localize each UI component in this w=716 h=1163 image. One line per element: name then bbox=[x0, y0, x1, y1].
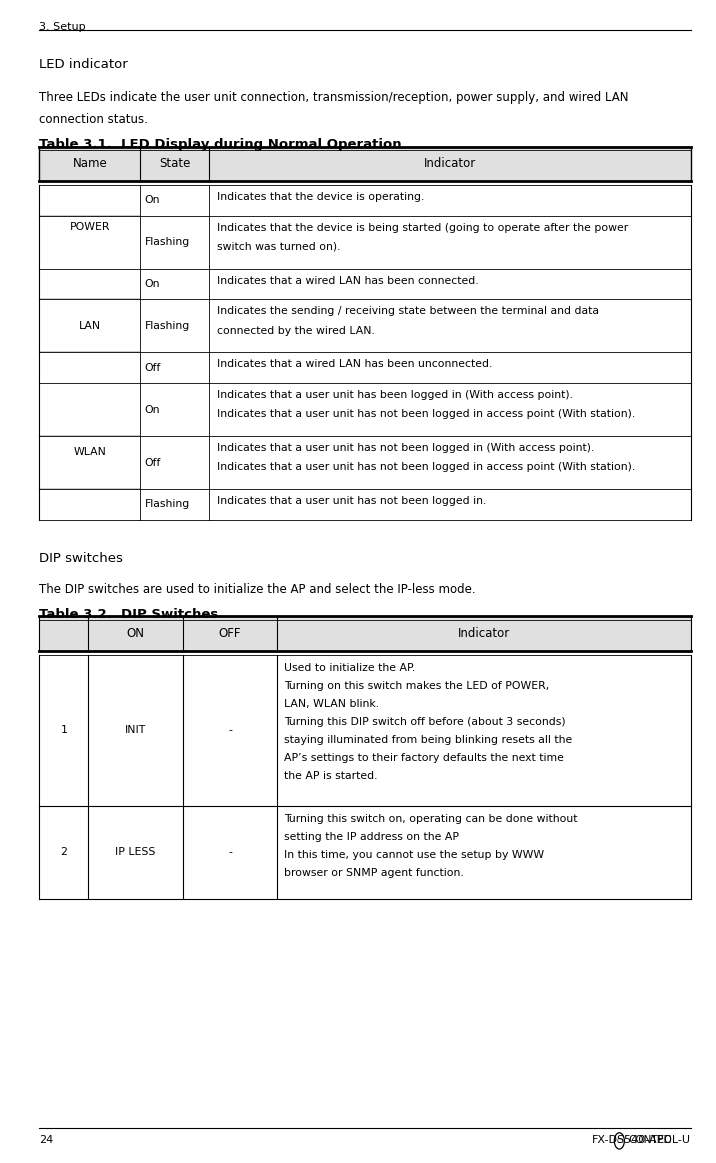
Text: the AP is started.: the AP is started. bbox=[284, 771, 378, 782]
Text: Indicates that a user unit has not been logged in access point (With station).: Indicates that a user unit has not been … bbox=[218, 409, 636, 420]
Text: WLAN: WLAN bbox=[74, 447, 106, 457]
Text: LED indicator: LED indicator bbox=[39, 58, 128, 71]
Text: Indicates the sending / receiving state between the terminal and data: Indicates the sending / receiving state … bbox=[218, 307, 599, 316]
Text: POWER: POWER bbox=[69, 222, 110, 231]
Text: browser or SNMP agent function.: browser or SNMP agent function. bbox=[284, 868, 464, 878]
Text: Indicates that a wired LAN has been unconnected.: Indicates that a wired LAN has been unco… bbox=[218, 359, 493, 370]
Text: Indicates that the device is being started (going to operate after the power: Indicates that the device is being start… bbox=[218, 223, 629, 233]
Text: Turning this DIP switch off before (about 3 seconds): Turning this DIP switch off before (abou… bbox=[284, 716, 566, 727]
Text: Three LEDs indicate the user unit connection, transmission/reception, power supp: Three LEDs indicate the user unit connec… bbox=[39, 91, 629, 104]
Text: INIT: INIT bbox=[125, 726, 146, 735]
Text: DIP switches: DIP switches bbox=[39, 552, 123, 565]
Text: The DIP switches are used to initialize the AP and select the IP-less mode.: The DIP switches are used to initialize … bbox=[39, 583, 476, 595]
Text: CONTEC: CONTEC bbox=[628, 1135, 672, 1144]
Text: Off: Off bbox=[145, 457, 161, 468]
Text: In this time, you cannot use the setup by WWW: In this time, you cannot use the setup b… bbox=[284, 850, 544, 861]
Text: Indicates that a user unit has not been logged in (With access point).: Indicates that a user unit has not been … bbox=[218, 443, 595, 454]
Text: Flashing: Flashing bbox=[145, 237, 190, 248]
Text: IP LESS: IP LESS bbox=[115, 848, 155, 857]
Text: connected by the wired LAN.: connected by the wired LAN. bbox=[218, 326, 375, 336]
Bar bbox=[39, 616, 691, 651]
Text: On: On bbox=[145, 195, 160, 206]
Text: ON: ON bbox=[127, 627, 145, 641]
Text: 2: 2 bbox=[60, 848, 67, 857]
Text: Name: Name bbox=[72, 157, 107, 171]
Text: -: - bbox=[228, 848, 232, 857]
Text: C: C bbox=[617, 1137, 621, 1144]
Text: Turning on this switch makes the LED of POWER,: Turning on this switch makes the LED of … bbox=[284, 682, 550, 691]
Text: Used to initialize the AP.: Used to initialize the AP. bbox=[284, 663, 415, 673]
Text: LAN, WLAN blink.: LAN, WLAN blink. bbox=[284, 699, 379, 709]
Text: -: - bbox=[228, 726, 232, 735]
Text: Table 3.1.  LED Display during Normal Operation: Table 3.1. LED Display during Normal Ope… bbox=[39, 138, 402, 151]
Text: switch was turned on).: switch was turned on). bbox=[218, 242, 341, 252]
Text: Indicator: Indicator bbox=[458, 627, 511, 641]
Text: Indicates that a user unit has not been logged in.: Indicates that a user unit has not been … bbox=[218, 495, 487, 506]
Text: staying illuminated from being blinking resets all the: staying illuminated from being blinking … bbox=[284, 735, 573, 745]
Text: LAN: LAN bbox=[79, 321, 101, 331]
Text: 1: 1 bbox=[60, 726, 67, 735]
Text: Indicates that a user unit has not been logged in access point (With station).: Indicates that a user unit has not been … bbox=[218, 462, 636, 472]
Text: Turning this switch on, operating can be done without: Turning this switch on, operating can be… bbox=[284, 814, 578, 825]
Bar bbox=[39, 147, 691, 181]
Text: On: On bbox=[145, 279, 160, 290]
Text: Indicator: Indicator bbox=[424, 157, 476, 171]
Text: Flashing: Flashing bbox=[145, 499, 190, 509]
Text: AP’s settings to their factory defaults the next time: AP’s settings to their factory defaults … bbox=[284, 754, 564, 763]
Text: Off: Off bbox=[145, 363, 161, 373]
Text: Flashing: Flashing bbox=[145, 321, 190, 331]
Text: Indicates that a wired LAN has been connected.: Indicates that a wired LAN has been conn… bbox=[218, 276, 479, 286]
Text: Indicates that a user unit has been logged in (With access point).: Indicates that a user unit has been logg… bbox=[218, 391, 574, 400]
Text: OFF: OFF bbox=[218, 627, 241, 641]
Text: Indicates that the device is operating.: Indicates that the device is operating. bbox=[218, 192, 425, 202]
Text: State: State bbox=[159, 157, 190, 171]
Text: 24: 24 bbox=[39, 1135, 54, 1146]
Text: Table 3.2.  DIP Switches: Table 3.2. DIP Switches bbox=[39, 608, 218, 621]
Text: connection status.: connection status. bbox=[39, 113, 148, 126]
Text: On: On bbox=[145, 405, 160, 415]
Text: FX-DS540-APDL-U: FX-DS540-APDL-U bbox=[592, 1135, 691, 1146]
Text: setting the IP address on the AP: setting the IP address on the AP bbox=[284, 833, 460, 842]
Text: 3. Setup: 3. Setup bbox=[39, 22, 86, 33]
